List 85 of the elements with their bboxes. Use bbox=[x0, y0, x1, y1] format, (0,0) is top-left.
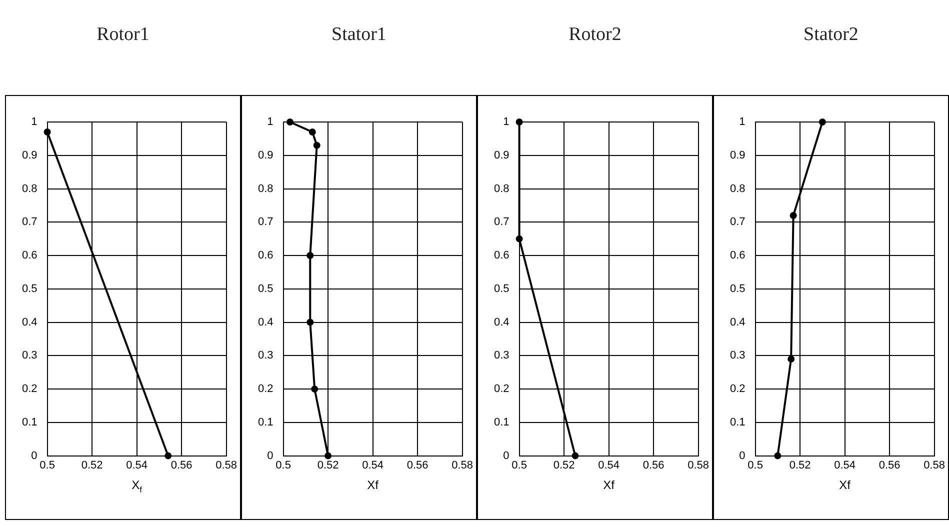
point bbox=[774, 452, 782, 460]
y-tick-label: 0.2 bbox=[494, 383, 510, 396]
x-tick-label: 0.54 bbox=[362, 459, 384, 472]
y-tick-label: 0.4 bbox=[730, 316, 746, 328]
y-tick-label: 0.7 bbox=[22, 216, 38, 228]
point bbox=[324, 452, 332, 460]
y-tick-label: 0.8 bbox=[494, 182, 510, 195]
y-tick-label: 0.3 bbox=[494, 350, 510, 362]
y-tick-label: 0 bbox=[503, 450, 510, 462]
x-tick-label: 0.56 bbox=[878, 459, 900, 472]
x-tick-label: 0.56 bbox=[170, 459, 192, 472]
x-tick-label: 0.56 bbox=[406, 459, 428, 472]
y-tick-label: 0.8 bbox=[258, 182, 274, 195]
y-tick-label: 0.9 bbox=[258, 149, 274, 162]
y-tick-label: 0.6 bbox=[258, 250, 274, 262]
point bbox=[311, 386, 318, 393]
x-tick-label: 0.5 bbox=[748, 459, 763, 472]
y-tick-label: 0.5 bbox=[258, 282, 274, 295]
point bbox=[516, 235, 523, 242]
x-tick-label: 0.52 bbox=[789, 459, 811, 472]
chart-title: Stator2 bbox=[802, 23, 860, 47]
y-tick-label: 0.7 bbox=[494, 216, 510, 228]
x-axis-title: Xf bbox=[367, 478, 380, 492]
x-tick-label: 0.54 bbox=[598, 459, 620, 472]
y-tick-label: 1 bbox=[267, 116, 274, 128]
point bbox=[308, 128, 316, 136]
point bbox=[818, 118, 826, 126]
y-tick-label: 1 bbox=[503, 116, 510, 128]
chart-title: Stator1 bbox=[330, 23, 388, 47]
y-tick-label: 0 bbox=[31, 450, 38, 462]
point bbox=[572, 452, 579, 460]
y-tick-label: 0.5 bbox=[494, 282, 510, 295]
y-tick-label: 0.1 bbox=[258, 416, 274, 428]
y-tick-label: 0.4 bbox=[494, 316, 510, 328]
point bbox=[306, 318, 314, 326]
point bbox=[516, 118, 523, 126]
y-tick-label: 0.7 bbox=[258, 216, 274, 228]
x-tick-label: 0.58 bbox=[688, 459, 710, 472]
x-tick-label: 0.52 bbox=[553, 459, 575, 472]
x-tick-label: 0.58 bbox=[452, 459, 474, 472]
x-axis-title: Xf bbox=[603, 478, 616, 492]
point bbox=[306, 252, 314, 260]
y-tick-label: 0.3 bbox=[258, 350, 274, 362]
x-tick-label: 0.52 bbox=[317, 459, 339, 472]
y-tick-label: 0.8 bbox=[730, 182, 746, 195]
x-tick-label: 0.58 bbox=[216, 459, 238, 472]
x-tick-label: 0.54 bbox=[126, 459, 148, 472]
y-tick-label: 0.5 bbox=[730, 282, 746, 295]
y-tick-label: 0.8 bbox=[22, 182, 38, 195]
y-tick-label: 1 bbox=[739, 116, 746, 128]
y-tick-label: 0.3 bbox=[730, 350, 746, 362]
y-tick-label: 0.6 bbox=[494, 250, 510, 262]
y-tick-label: 1 bbox=[31, 116, 38, 128]
point bbox=[313, 142, 320, 149]
y-tick-label: 0.1 bbox=[730, 416, 746, 428]
y-tick-label: 0.9 bbox=[494, 149, 510, 162]
x-axis-title: Xf bbox=[839, 478, 852, 492]
x-tick-label: 0.54 bbox=[834, 459, 856, 472]
y-tick-label: 0.9 bbox=[730, 149, 746, 162]
y-tick-label: 0 bbox=[267, 450, 274, 462]
y-tick-label: 0.5 bbox=[22, 282, 38, 295]
y-tick-label: 0.3 bbox=[22, 350, 38, 362]
y-tick-label: 0.1 bbox=[494, 416, 510, 428]
y-tick-label: 0.6 bbox=[730, 250, 746, 262]
y-tick-label: 0.1 bbox=[22, 416, 38, 428]
x-tick-label: 0.58 bbox=[924, 459, 946, 472]
y-tick-label: 0.6 bbox=[22, 250, 38, 262]
y-tick-label: 0.4 bbox=[22, 316, 38, 328]
point bbox=[286, 118, 294, 126]
y-tick-label: 0.2 bbox=[258, 383, 274, 396]
x-tick-label: 0.5 bbox=[40, 459, 55, 472]
y-tick-label: 0.2 bbox=[730, 383, 746, 396]
chart-title: Rotor1 bbox=[96, 23, 150, 47]
x-tick-label: 0.56 bbox=[642, 459, 664, 472]
point bbox=[788, 356, 795, 362]
point bbox=[790, 212, 797, 219]
y-tick-label: 0 bbox=[739, 450, 746, 462]
x-tick-label: 0.52 bbox=[81, 459, 103, 472]
y-tick-label: 0.2 bbox=[22, 383, 38, 396]
y-tick-label: 0.9 bbox=[22, 149, 38, 162]
y-tick-label: 0.7 bbox=[730, 216, 746, 228]
x-tick-label: 0.5 bbox=[276, 459, 291, 472]
x-tick-label: 0.5 bbox=[512, 459, 527, 472]
chart-title: Rotor2 bbox=[568, 23, 622, 47]
y-tick-label: 0.4 bbox=[258, 316, 274, 328]
